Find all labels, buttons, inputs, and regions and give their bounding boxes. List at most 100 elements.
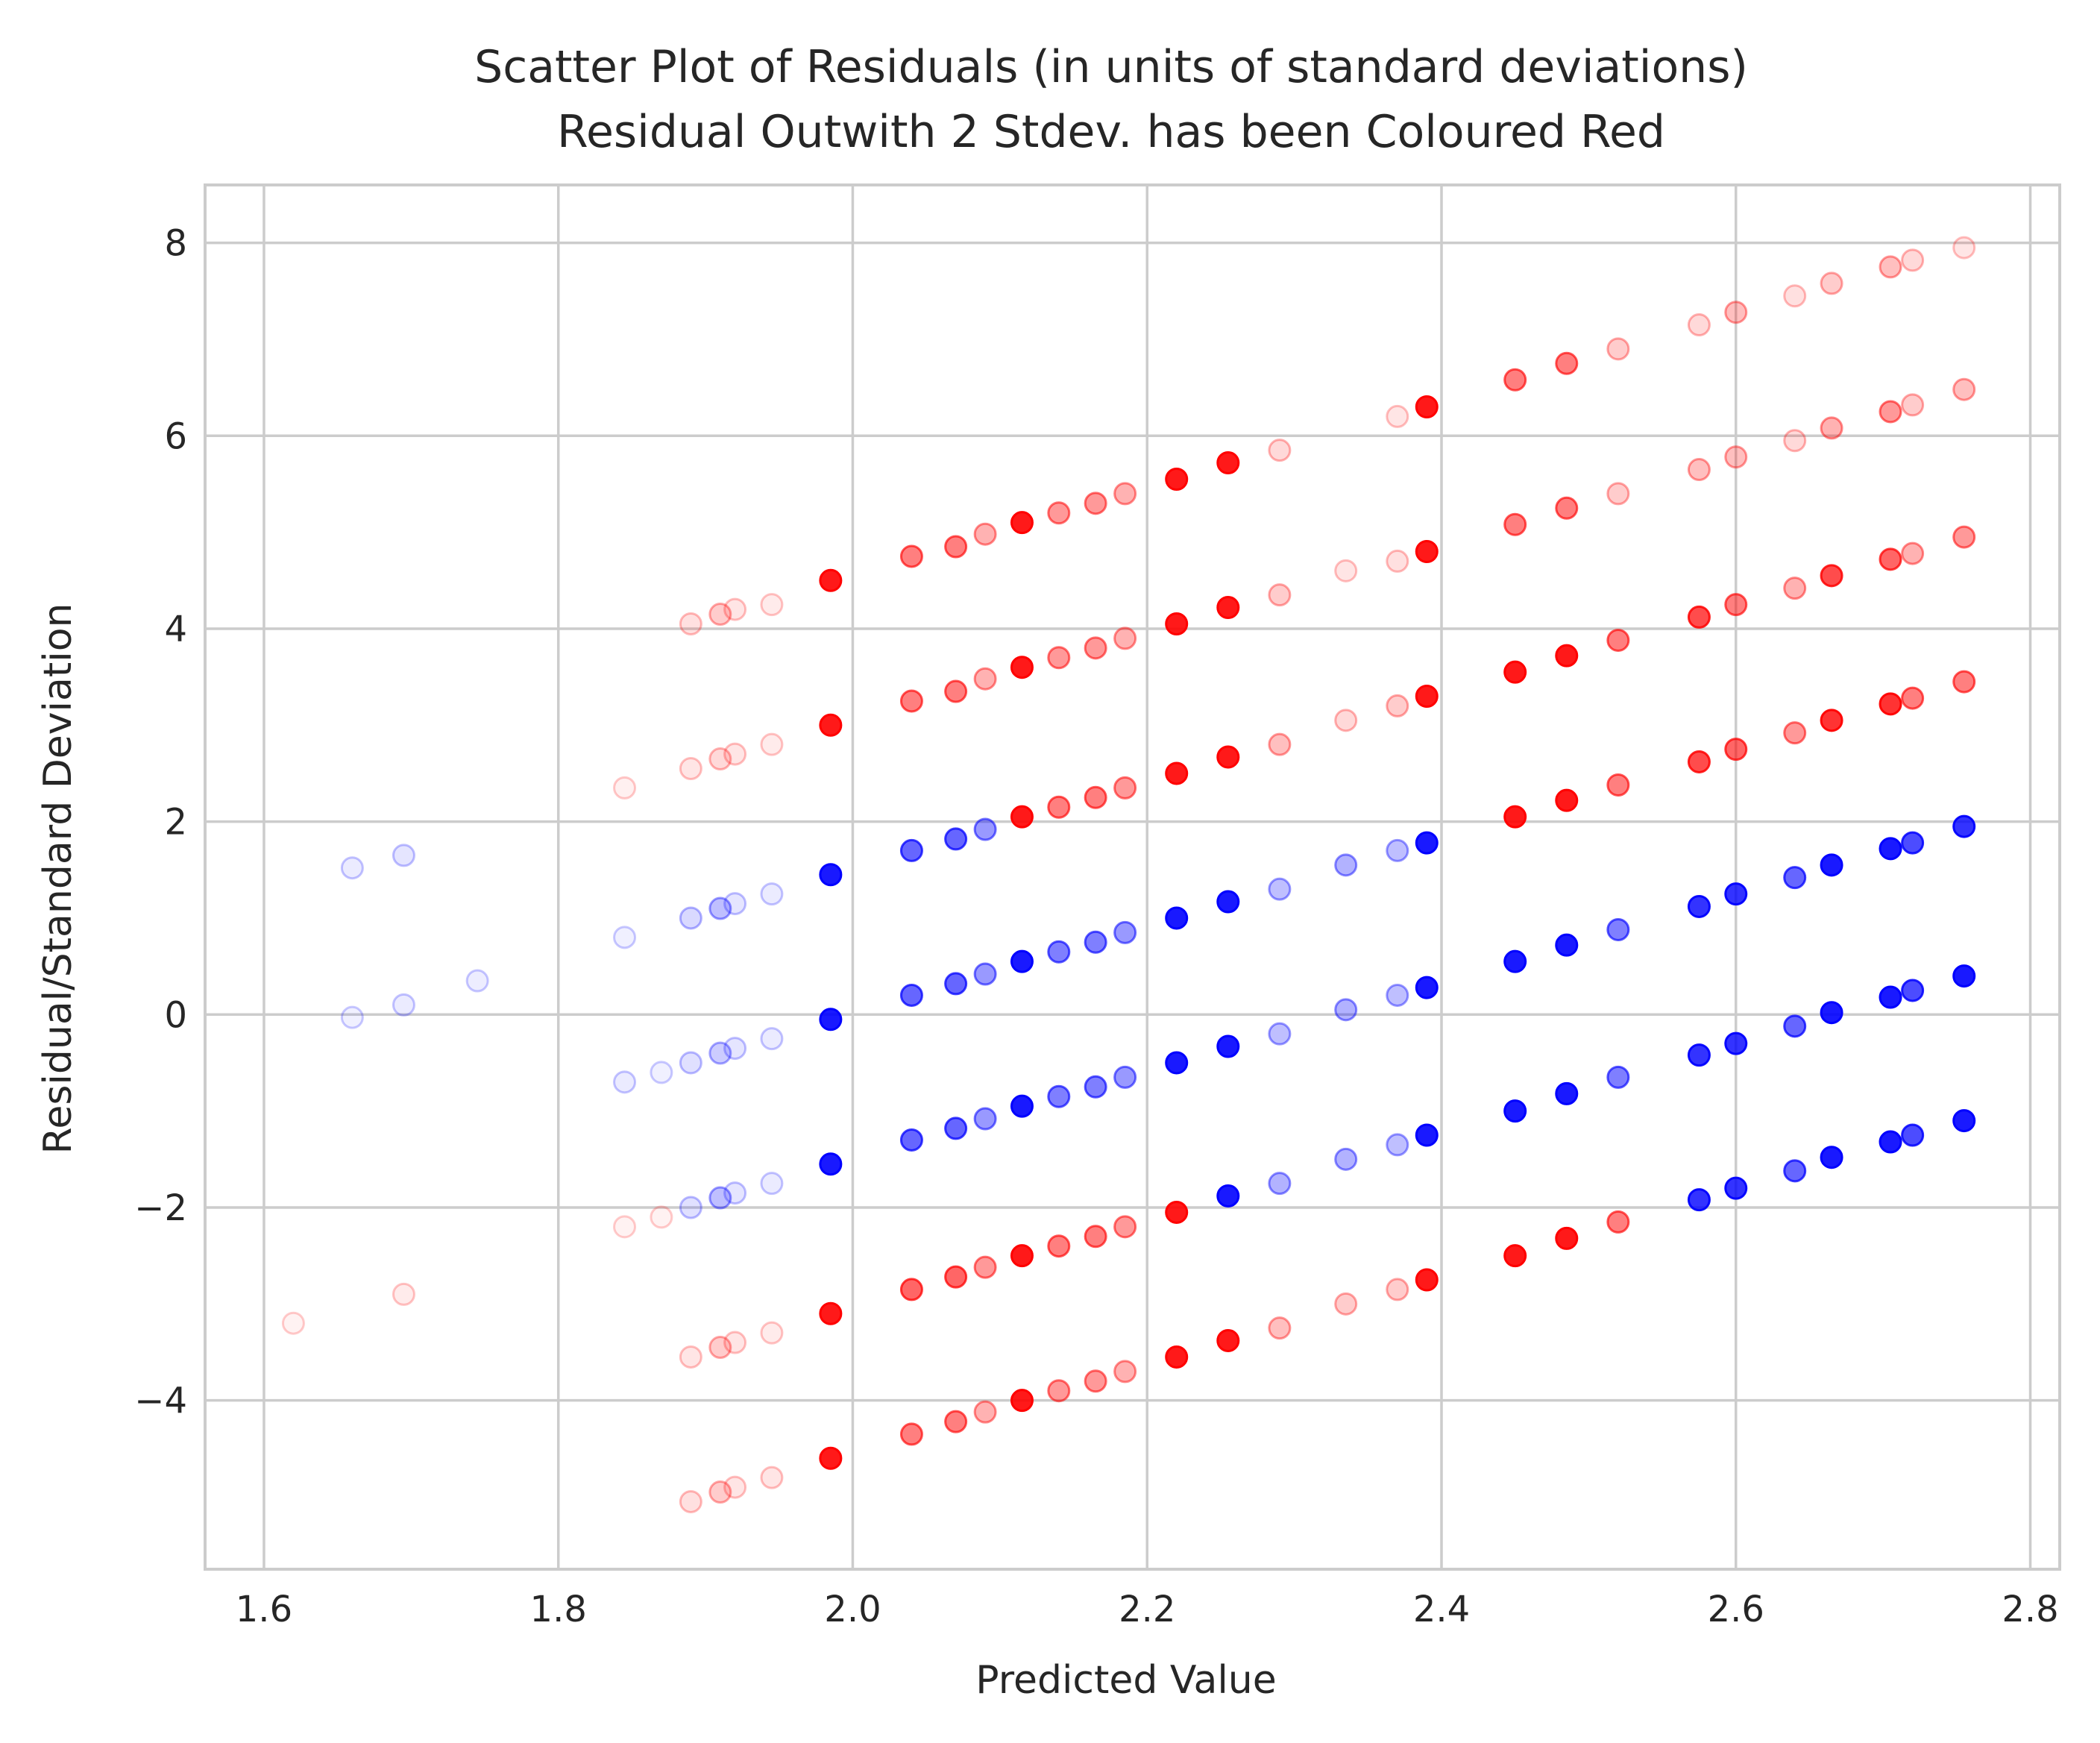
- outlier-point: [1415, 395, 1439, 418]
- residual-point: [1216, 890, 1240, 914]
- y-tick-labels: −4 −2 0 2 4 6 8: [134, 223, 187, 1422]
- residual-point: [1820, 1146, 1843, 1169]
- outlier-point: [1113, 626, 1137, 650]
- residual-point: [1113, 920, 1137, 944]
- residual-point: [679, 1196, 702, 1219]
- outlier-point: [973, 1255, 997, 1279]
- residual-point: [1687, 894, 1711, 918]
- outlier-point: [613, 776, 637, 800]
- outlier-point: [819, 713, 843, 737]
- residual-point: [1334, 1147, 1358, 1171]
- outlier-point: [679, 1345, 702, 1369]
- outlier-point: [1216, 1328, 1240, 1352]
- outlier-point: [1687, 313, 1711, 337]
- residual-point: [1879, 985, 1902, 1009]
- outlier-point: [1783, 284, 1807, 308]
- outlier-point: [1113, 776, 1137, 800]
- outlier-point: [723, 1475, 747, 1499]
- residual-point: [1724, 1176, 1748, 1200]
- residual-point: [1783, 866, 1807, 890]
- outlier-point: [1503, 660, 1527, 684]
- outlier-point: [1216, 745, 1240, 769]
- residual-point: [1268, 1022, 1292, 1046]
- outlier-point: [899, 1422, 923, 1446]
- residual-point: [1724, 1031, 1748, 1055]
- y-tick-label: 6: [164, 415, 187, 457]
- data-points: [281, 236, 1976, 1513]
- chart-title-line-2: Residual Outwith 2 Stdev. has been Colou…: [557, 106, 1665, 158]
- outlier-point: [708, 747, 732, 771]
- x-tick-label: 2.4: [1413, 1589, 1470, 1630]
- outlier-point: [1724, 301, 1748, 324]
- residual-point: [392, 844, 415, 867]
- outlier-point: [1555, 351, 1579, 375]
- outlier-point: [1415, 684, 1439, 708]
- residual-point: [1952, 1109, 1976, 1133]
- residual-point: [1783, 1159, 1807, 1183]
- residual-point: [1047, 940, 1071, 964]
- outlier-point: [944, 535, 968, 559]
- outlier-point: [1901, 686, 1925, 710]
- y-tick-label: 0: [164, 994, 187, 1036]
- outlier-point: [1010, 805, 1034, 829]
- y-tick-label: 8: [164, 223, 187, 265]
- outlier-point: [1386, 404, 1409, 428]
- residual-point: [973, 1107, 997, 1131]
- outlier-point: [1606, 628, 1630, 652]
- residual-point: [899, 1128, 923, 1152]
- outlier-point: [1216, 596, 1240, 620]
- outlier-point: [679, 1489, 702, 1513]
- outlier-point: [1334, 709, 1358, 732]
- outlier-point: [899, 689, 923, 713]
- outlier-point: [1268, 732, 1292, 756]
- residual-point: [1879, 1130, 1902, 1154]
- residual-point: [1724, 882, 1748, 906]
- residual-point: [1165, 1051, 1189, 1075]
- outlier-point: [1555, 496, 1579, 520]
- residual-point: [1606, 1065, 1630, 1089]
- outlier-point: [944, 1265, 968, 1289]
- outlier-point: [1084, 1225, 1107, 1249]
- outlier-point: [1820, 709, 1843, 732]
- residual-point: [708, 1041, 732, 1065]
- outlier-point: [1879, 400, 1902, 424]
- outlier-point: [1415, 1268, 1439, 1292]
- outlier-point: [650, 1205, 673, 1229]
- y-axis-label: Residual/Standard Deviation: [36, 603, 81, 1155]
- outlier-point: [973, 667, 997, 691]
- y-tick-label: −2: [134, 1187, 187, 1229]
- residual-point: [819, 863, 843, 887]
- outlier-point: [1113, 482, 1137, 506]
- outlier-point: [392, 1282, 415, 1306]
- outlier-point: [1268, 583, 1292, 607]
- outlier-point: [1555, 788, 1579, 812]
- outlier-point: [1606, 773, 1630, 797]
- outlier-point: [1724, 445, 1748, 469]
- y-tick-label: 4: [164, 609, 187, 650]
- outlier-point: [708, 1480, 732, 1504]
- residual-point: [899, 838, 923, 862]
- outlier-point: [723, 1331, 747, 1354]
- outlier-point: [973, 522, 997, 546]
- outlier-point: [1047, 1379, 1071, 1403]
- y-tick-label: 2: [164, 802, 187, 844]
- outlier-point: [1901, 248, 1925, 272]
- outlier-point: [1783, 429, 1807, 453]
- residual-point: [1010, 1094, 1034, 1118]
- outlier-point: [1047, 646, 1071, 670]
- outlier-point: [1415, 539, 1439, 563]
- outlier-point: [1268, 439, 1292, 462]
- residual-point: [392, 993, 415, 1017]
- residual-point: [1415, 831, 1439, 855]
- x-tick-label: 2.8: [2002, 1589, 2058, 1630]
- residual-point: [340, 856, 364, 880]
- residual-point: [1010, 949, 1034, 973]
- residual-point: [819, 1008, 843, 1031]
- residual-point: [1879, 837, 1902, 861]
- outlier-point: [899, 544, 923, 568]
- outlier-point: [944, 679, 968, 703]
- outlier-point: [723, 742, 747, 766]
- residual-point: [340, 1005, 364, 1029]
